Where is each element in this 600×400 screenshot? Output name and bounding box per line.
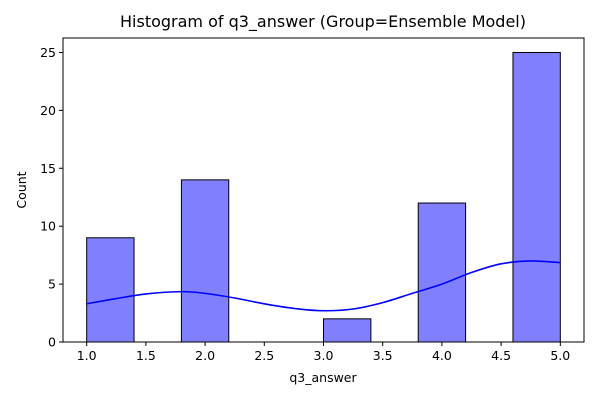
x-tick-label: 1.5 xyxy=(136,348,156,363)
histogram-bar xyxy=(512,51,561,343)
plot-frame xyxy=(62,37,585,343)
y-tick-label: 25 xyxy=(40,45,56,60)
x-tick-label: 4.5 xyxy=(491,348,511,363)
kde-layer xyxy=(86,260,561,312)
y-tick-label: 10 xyxy=(40,219,56,234)
y-tick-label: 5 xyxy=(48,277,56,292)
x-tick-label: 4.0 xyxy=(432,348,452,363)
bars-layer xyxy=(86,51,561,343)
kde-line xyxy=(86,260,561,312)
x-tick-label: 5.0 xyxy=(550,348,570,363)
histogram-bar xyxy=(86,237,135,343)
y-tick-label: 0 xyxy=(48,335,56,350)
y-axis: 0 5 10 15 20 25 xyxy=(40,45,63,350)
histogram-bar xyxy=(417,202,467,343)
x-tick-label: 3.5 xyxy=(373,348,393,363)
x-tick-label: 3.0 xyxy=(314,348,334,363)
x-tick-label: 2.5 xyxy=(254,348,274,363)
x-tick-label: 1.0 xyxy=(77,348,97,363)
y-tick-label: 15 xyxy=(40,161,56,176)
chart-title: Histogram of q3_answer (Group=Ensemble M… xyxy=(120,12,526,32)
histogram-bar xyxy=(323,318,372,343)
x-axis: 1.0 1.5 2.0 2.5 3.0 3.5 4.0 4.5 5.0 xyxy=(77,342,570,363)
histogram-bar xyxy=(180,179,230,343)
x-tick-label: 2.0 xyxy=(195,348,215,363)
y-axis-label: Count xyxy=(14,171,29,208)
x-axis-label: q3_answer xyxy=(289,370,357,385)
y-tick-label: 20 xyxy=(40,103,56,118)
